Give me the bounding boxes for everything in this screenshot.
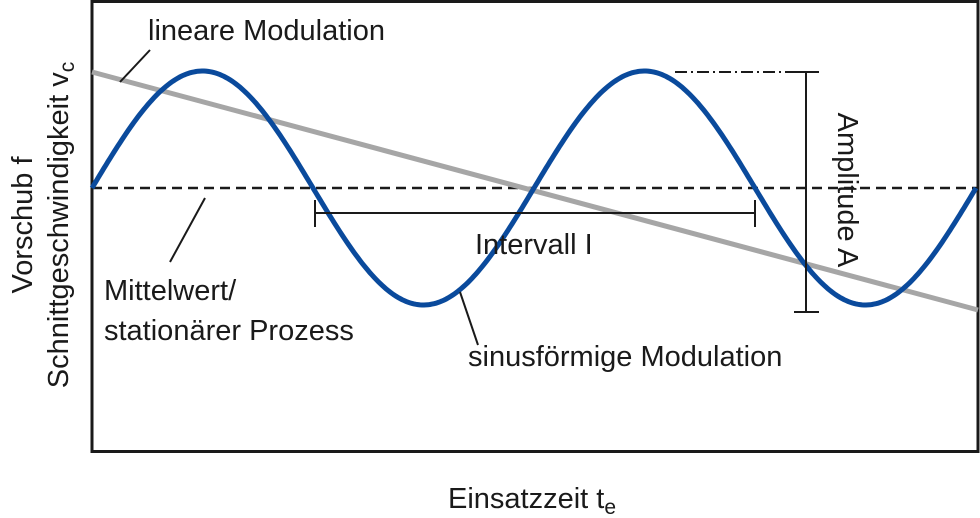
label-sine: sinusförmige Modulation (468, 341, 782, 373)
y-axis-subscript: c (56, 62, 79, 73)
x-axis-label: Einsatzzeit te (448, 483, 616, 518)
x-axis-text: Einsatzzeit t (448, 483, 604, 515)
interval-bracket (314, 200, 756, 227)
label-amplitude: Amplitude A (831, 113, 863, 268)
y-axis-text: Schnittgeschwindigkeit v (43, 72, 75, 388)
x-axis-subscript: e (604, 496, 616, 518)
label-linear: lineare Modulation (148, 15, 385, 47)
sine-modulation (89, 68, 979, 308)
y-axis-label: Vorschub f (7, 156, 39, 294)
leader-lines (119, 49, 479, 346)
plot-frame (90, 0, 980, 453)
amplitude-marker (675, 71, 819, 313)
label-interval: Intervall I (475, 229, 593, 261)
label-mean: Mittelwert/ (104, 275, 237, 307)
y-axis-label: Schnittgeschwindigkeit vc (43, 62, 79, 388)
label-mean: stationärer Prozess (104, 315, 354, 347)
